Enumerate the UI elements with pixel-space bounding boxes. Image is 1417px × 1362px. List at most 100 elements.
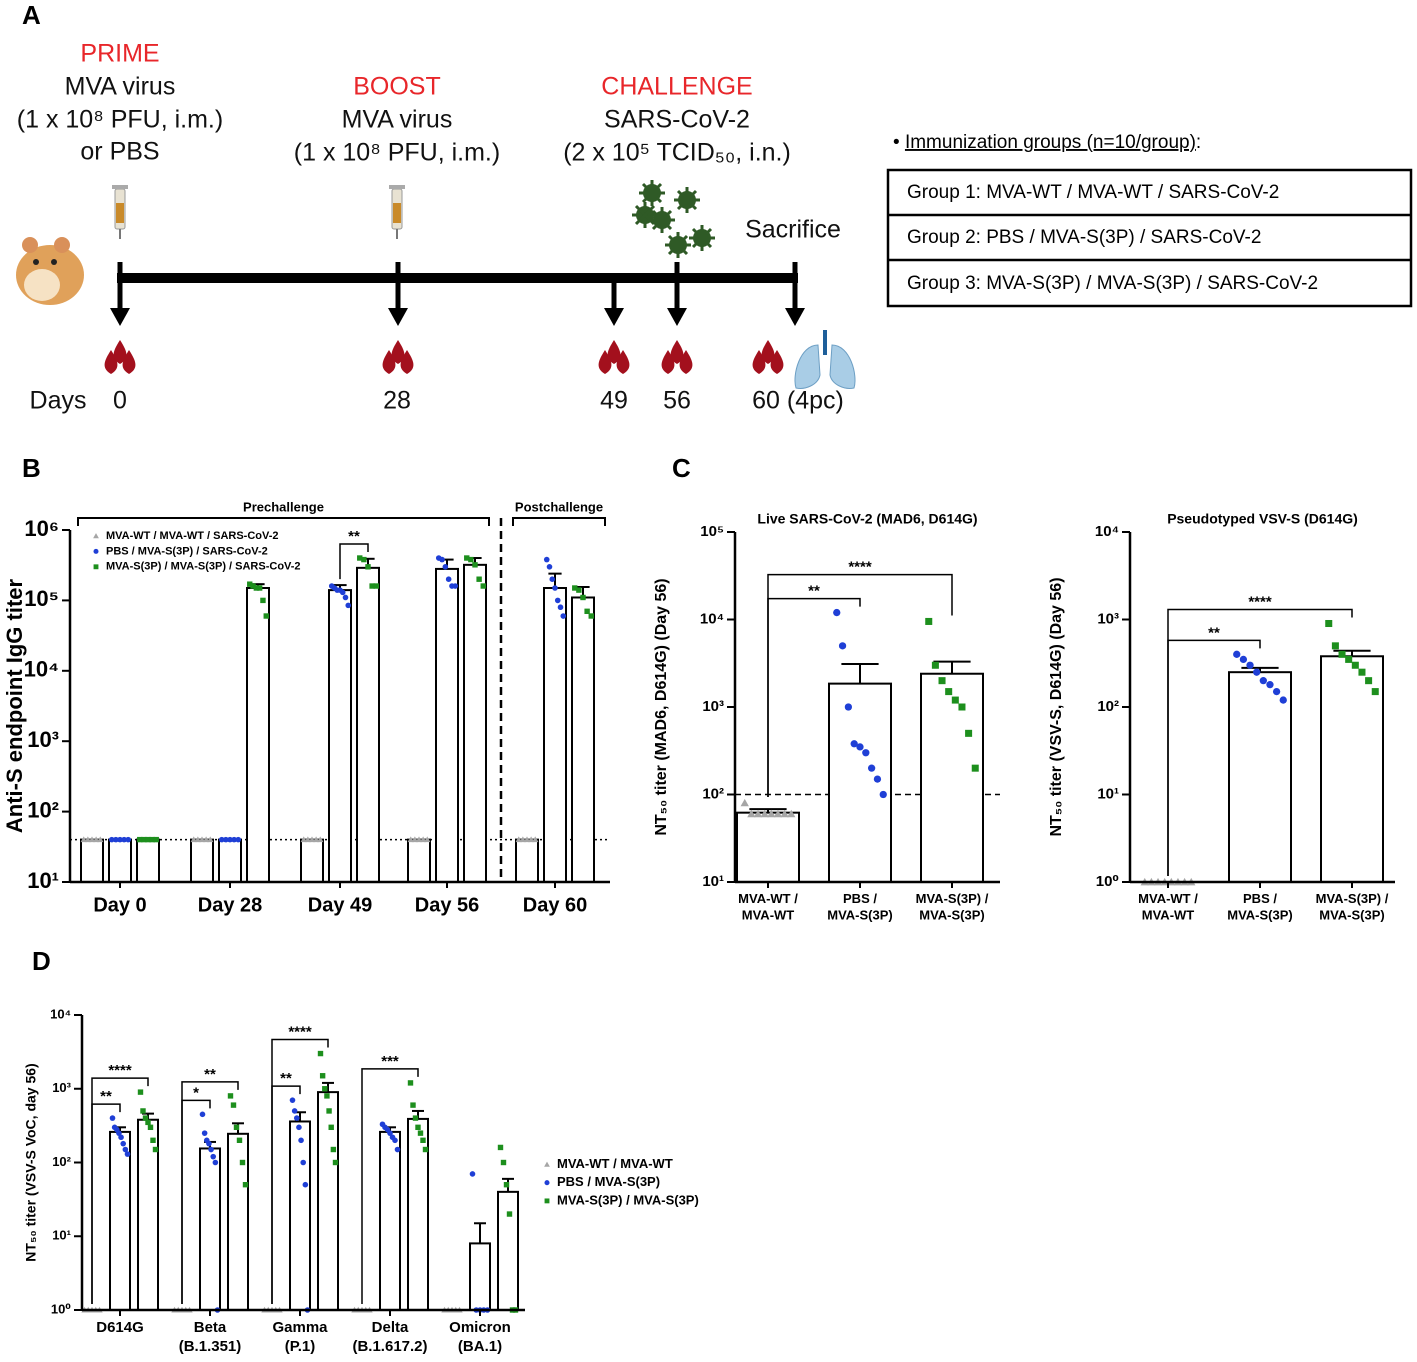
significance-label: **** <box>848 559 872 576</box>
data-point <box>879 790 887 799</box>
timeline-arrows <box>117 262 798 312</box>
y-tick-label: 10⁴ <box>50 1006 71 1021</box>
data-point <box>202 836 210 843</box>
data-point <box>137 1089 144 1095</box>
data-point <box>256 585 263 591</box>
data-point <box>519 836 527 843</box>
boost-title: BOOST <box>353 73 441 101</box>
y-axis-label: NT₅₀ titer (VSV-S VoC, day 56) <box>23 1063 39 1261</box>
data-point <box>753 809 763 818</box>
data-point <box>93 548 99 554</box>
data-point <box>469 1171 476 1177</box>
data-point <box>1345 655 1353 663</box>
data-point <box>415 836 423 843</box>
data-point <box>298 1137 304 1144</box>
data-point <box>419 836 427 843</box>
data-point <box>1233 650 1241 658</box>
x-tick-label-line: Gamma <box>272 1319 328 1336</box>
data-point <box>1331 642 1339 650</box>
x-tick-label-line: MVA-S(3P) <box>827 908 892 923</box>
x-tick-label-line: (B.1.351) <box>179 1338 242 1355</box>
bar <box>109 1130 131 1312</box>
syringe-icon <box>111 184 129 240</box>
y-tick-label: 10¹ <box>702 873 724 890</box>
data-point <box>532 836 539 843</box>
data-point <box>588 613 594 619</box>
data-point <box>300 836 307 843</box>
x-tick-label: Day 60 <box>523 894 588 916</box>
legend-label: PBS / MVA-S(3P) / SARS-CoV-2 <box>106 545 268 557</box>
data-point <box>1253 668 1261 676</box>
data-point <box>357 555 363 561</box>
data-point <box>304 836 312 843</box>
bar <box>469 1242 491 1311</box>
data-point <box>142 1115 149 1121</box>
significance-bracket <box>91 1077 149 1304</box>
data-point <box>546 564 553 570</box>
bar <box>108 838 132 884</box>
significance-bracket <box>361 1068 419 1304</box>
data-point <box>124 1151 131 1157</box>
data-point <box>1351 661 1359 669</box>
data-point <box>80 836 87 843</box>
x-tick-label: Omicron (BA.1) <box>449 1319 511 1355</box>
bar <box>543 587 567 883</box>
data-point <box>445 576 452 583</box>
boost-line: MVA virus <box>342 106 453 134</box>
data-point <box>506 1211 513 1217</box>
data-point <box>1325 619 1333 628</box>
data-point <box>361 556 367 563</box>
y-axis-label: NT₅₀ titer (MAD6, D614G) (Day 56) <box>653 578 670 835</box>
x-tick-label: PBS / MVA-S(3P) <box>827 891 892 922</box>
x-tick-label-line: (P.1) <box>285 1338 316 1355</box>
data-point <box>557 604 564 611</box>
data-point <box>227 836 233 843</box>
phase-bracket <box>77 517 490 526</box>
bar <box>435 567 459 884</box>
data-point <box>844 703 853 711</box>
phase-label: Postchallenge <box>515 499 603 514</box>
data-point <box>247 581 253 587</box>
data-point <box>1365 677 1373 685</box>
bar <box>300 838 324 884</box>
data-point <box>480 583 486 589</box>
challenge-line: (2 x 10⁵ TCID₅₀, i.n.) <box>563 139 791 167</box>
data-point <box>149 836 155 843</box>
data-point <box>523 836 531 843</box>
data-point <box>332 1159 339 1166</box>
data-point <box>862 749 870 757</box>
data-point <box>263 613 269 619</box>
data-point <box>1371 688 1379 696</box>
data-point <box>235 836 242 843</box>
data-point <box>544 1198 550 1204</box>
data-point <box>760 809 769 818</box>
data-point <box>503 1182 510 1188</box>
x-tick-label-line: D614G <box>96 1319 144 1336</box>
significance-label: **** <box>108 1062 132 1079</box>
data-point <box>387 1130 393 1136</box>
bar <box>379 1130 401 1312</box>
significance-bracket <box>1167 608 1353 876</box>
x-tick-label: MVA-WT / MVA-WT <box>738 891 798 922</box>
significance-label: * <box>193 1084 199 1101</box>
bar <box>356 566 380 883</box>
bar <box>80 838 104 884</box>
hamster <box>16 237 84 305</box>
y-axis-label: NT₅₀ titer (VSV-S, D614G) (Day 56) <box>1048 577 1065 836</box>
data-point <box>1338 650 1346 658</box>
data-point <box>145 1119 151 1126</box>
data-point <box>342 594 349 601</box>
data-point <box>125 836 132 843</box>
data-point <box>207 836 214 843</box>
bar <box>920 672 984 883</box>
prime-line: or PBS <box>80 138 159 166</box>
x-tick-label-line: (B.1.617.2) <box>352 1338 427 1355</box>
data-point <box>938 677 946 685</box>
data-point <box>117 836 123 843</box>
data-point <box>289 1097 296 1103</box>
bar <box>1228 671 1292 883</box>
data-point <box>109 1115 116 1121</box>
data-point <box>515 836 522 843</box>
groups-title: Immunization groups (n=10/group) <box>905 132 1196 153</box>
data-point <box>317 1050 324 1057</box>
